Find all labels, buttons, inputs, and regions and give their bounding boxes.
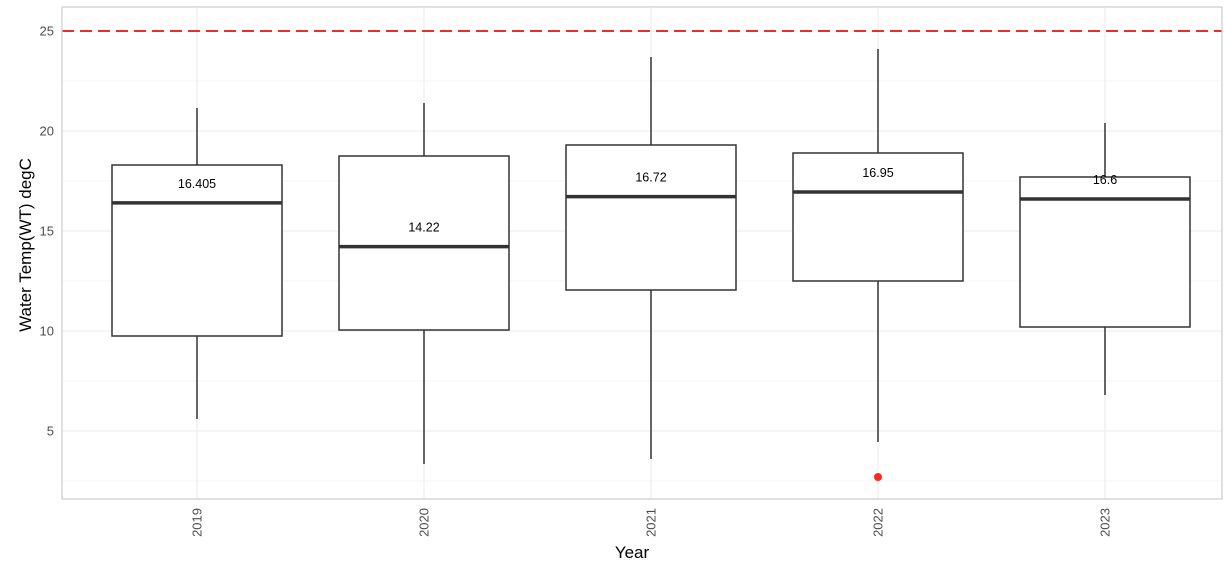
axis-layer: 5 10 15 20 25 2019 2020 2021 2022 2023 — [40, 24, 1113, 537]
box-2021 — [565, 57, 737, 459]
panel-border — [61, 6, 1223, 500]
iqr-box — [792, 152, 964, 282]
outlier-point — [874, 473, 882, 481]
iqr-box — [338, 155, 510, 331]
x-tick-label: 2019 — [190, 508, 205, 537]
x-tick-label: 2020 — [417, 508, 432, 537]
x-tick-label: 2023 — [1098, 508, 1113, 537]
y-tick-label: 15 — [40, 224, 54, 239]
x-tick-label: 2022 — [871, 508, 886, 537]
y-tick-label: 25 — [40, 24, 54, 39]
y-axis-title: Water Temp(WT) degC — [16, 158, 35, 332]
y-tick-label: 10 — [40, 324, 54, 339]
median-labels-layer: 16.405 14.22 16.72 16.95 16.6 — [178, 166, 1117, 235]
median-label: 16.6 — [1093, 173, 1117, 187]
median-label: 16.72 — [635, 171, 666, 185]
median-label: 16.405 — [178, 177, 216, 191]
median-label: 16.95 — [862, 166, 893, 180]
y-tick-label: 5 — [47, 424, 54, 439]
iqr-box — [1019, 176, 1191, 328]
iqr-box — [111, 164, 283, 337]
box-2023 — [1019, 123, 1191, 395]
x-tick-label: 2021 — [644, 508, 659, 537]
iqr-box — [565, 144, 737, 291]
box-2020 — [338, 103, 510, 464]
boxes-layer — [111, 49, 1191, 481]
x-axis-title: Year — [615, 543, 650, 562]
y-tick-label: 20 — [40, 124, 54, 139]
median-label: 14.22 — [408, 221, 439, 235]
box-2019 — [111, 108, 283, 419]
box-2022 — [792, 49, 964, 442]
